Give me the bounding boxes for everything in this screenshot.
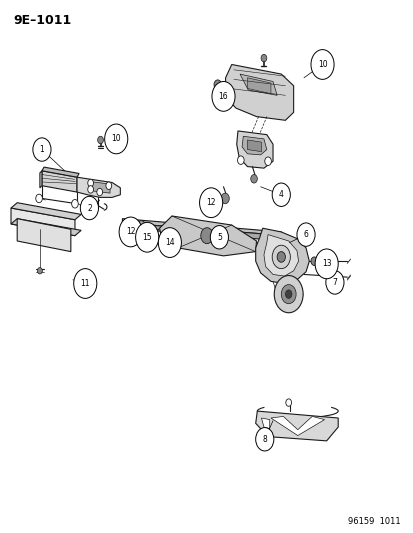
Circle shape xyxy=(214,80,221,90)
Circle shape xyxy=(296,223,314,246)
Circle shape xyxy=(129,223,136,232)
Circle shape xyxy=(88,185,93,193)
Circle shape xyxy=(271,245,290,269)
Text: 96159  1011: 96159 1011 xyxy=(347,517,400,526)
Text: 4: 4 xyxy=(278,190,283,199)
Text: 8: 8 xyxy=(262,435,266,444)
Text: 14: 14 xyxy=(165,238,174,247)
Circle shape xyxy=(200,228,213,244)
Polygon shape xyxy=(42,171,77,192)
Polygon shape xyxy=(240,74,276,95)
Text: 7: 7 xyxy=(332,278,337,287)
Polygon shape xyxy=(247,140,261,152)
Text: 13: 13 xyxy=(321,260,331,268)
Circle shape xyxy=(97,136,103,144)
Text: 12: 12 xyxy=(126,228,135,237)
Circle shape xyxy=(314,249,337,279)
Polygon shape xyxy=(255,411,337,441)
Circle shape xyxy=(97,188,102,196)
Circle shape xyxy=(261,54,266,62)
Circle shape xyxy=(199,188,222,217)
Circle shape xyxy=(211,82,235,111)
Polygon shape xyxy=(270,416,324,435)
Circle shape xyxy=(106,182,112,189)
Polygon shape xyxy=(42,167,79,177)
Circle shape xyxy=(271,183,290,206)
Polygon shape xyxy=(242,136,266,155)
Text: 16: 16 xyxy=(218,92,228,101)
Polygon shape xyxy=(89,181,110,193)
Circle shape xyxy=(255,427,273,451)
Circle shape xyxy=(71,199,78,208)
Circle shape xyxy=(280,285,295,304)
Polygon shape xyxy=(11,219,81,236)
Text: 10: 10 xyxy=(111,134,121,143)
Circle shape xyxy=(144,228,150,236)
Circle shape xyxy=(158,228,181,257)
Circle shape xyxy=(104,124,128,154)
Polygon shape xyxy=(122,219,285,236)
Circle shape xyxy=(37,268,42,274)
Circle shape xyxy=(138,224,144,232)
Text: 11: 11 xyxy=(81,279,90,288)
Polygon shape xyxy=(122,223,285,241)
Polygon shape xyxy=(77,177,120,197)
Polygon shape xyxy=(17,219,71,252)
Circle shape xyxy=(221,193,229,204)
Circle shape xyxy=(135,221,146,236)
Text: 6: 6 xyxy=(303,230,308,239)
Circle shape xyxy=(285,399,291,406)
Polygon shape xyxy=(247,78,270,94)
Circle shape xyxy=(325,271,343,294)
Polygon shape xyxy=(236,131,272,168)
Circle shape xyxy=(74,269,97,298)
Polygon shape xyxy=(255,228,309,284)
Text: 10: 10 xyxy=(317,60,327,69)
Circle shape xyxy=(328,258,332,264)
Text: 9E–1011: 9E–1011 xyxy=(13,14,71,27)
Polygon shape xyxy=(11,203,81,220)
Circle shape xyxy=(135,222,158,252)
Circle shape xyxy=(310,50,333,79)
Circle shape xyxy=(276,252,285,262)
Circle shape xyxy=(237,156,244,165)
Polygon shape xyxy=(11,208,75,236)
Circle shape xyxy=(33,138,51,161)
Text: 5: 5 xyxy=(216,233,221,242)
Circle shape xyxy=(88,179,93,187)
Text: 15: 15 xyxy=(142,233,152,242)
Text: 2: 2 xyxy=(87,204,92,213)
Circle shape xyxy=(210,225,228,249)
Polygon shape xyxy=(225,64,293,120)
Circle shape xyxy=(36,194,42,203)
Text: 12: 12 xyxy=(206,198,215,207)
Circle shape xyxy=(310,257,317,265)
Circle shape xyxy=(264,157,271,165)
Polygon shape xyxy=(40,171,42,188)
Polygon shape xyxy=(159,216,256,256)
Circle shape xyxy=(250,174,257,183)
Circle shape xyxy=(119,217,142,247)
Circle shape xyxy=(80,196,98,220)
Polygon shape xyxy=(261,418,269,429)
Text: 1: 1 xyxy=(40,145,44,154)
Circle shape xyxy=(285,290,291,298)
Circle shape xyxy=(273,276,302,313)
Polygon shape xyxy=(263,235,298,276)
